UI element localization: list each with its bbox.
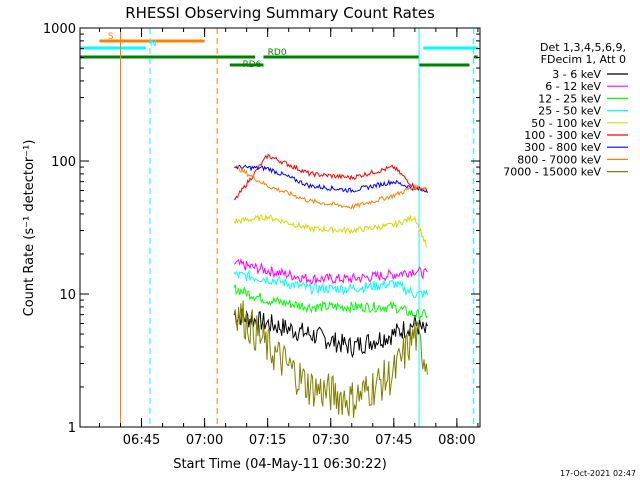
x-tick-label: 08:00 (438, 433, 475, 448)
legend-entry-label: 100 - 300 keV (524, 129, 601, 142)
series-line-7 (233, 165, 428, 210)
x-axis-label: Start Time (04-May-11 06:30:22) (173, 457, 387, 472)
x-tick-label: 06:45 (123, 433, 160, 448)
flag-label-rd6: RD6 (242, 60, 261, 70)
y-tick-label: 1 (68, 421, 76, 436)
series-line-4 (233, 213, 428, 248)
footer-timestamp: 17-Oct-2021 02:47 (560, 469, 636, 478)
flag-label-rd0: RD0 (268, 48, 287, 58)
x-tick-label: 07:30 (312, 433, 349, 448)
y-axis-label: Count Rate (s⁻¹ detector⁻¹) (22, 140, 37, 317)
series-line-3 (233, 269, 428, 299)
legend-entry-label: 25 - 50 keV (538, 105, 601, 118)
y-tick-label: 10 (59, 288, 76, 303)
legend-entry-label: 7000 - 15000 keV (503, 166, 601, 179)
legend-entry-label: 800 - 7000 keV (517, 153, 601, 166)
legend-entry-label: 6 - 12 keV (545, 80, 601, 93)
series-line-6 (233, 164, 428, 194)
series-line-1 (233, 257, 428, 285)
flag-label-n: N (150, 39, 157, 49)
legend-entry-label: 12 - 25 keV (538, 92, 601, 105)
vertical-marker-layer (80, 28, 475, 427)
legend-entry-label: 3 - 6 keV (552, 68, 601, 81)
x-tick-label: 07:45 (375, 433, 412, 448)
legend-header-line: Det 1,3,4,5,6,9, (540, 41, 626, 54)
plot-frame (79, 27, 481, 428)
y-axis-ticks: 1 10 100 1000 (43, 22, 480, 436)
legend-header-line: FDecim 1, Att 0 (541, 53, 626, 66)
chart-title: RHESSI Observing Summary Count Rates (125, 4, 435, 22)
series-layer (233, 153, 428, 418)
legend: Det 1,3,4,5,6,9,FDecim 1, Att 0 3 - 6 keV… (503, 41, 628, 179)
x-tick-label: 07:15 (249, 433, 286, 448)
x-tick-label: 07:00 (186, 433, 223, 448)
y-tick-label: 1000 (43, 22, 76, 37)
series-line-2 (233, 284, 428, 320)
legend-entry-label: 50 - 100 keV (531, 117, 601, 130)
series-line-8 (233, 300, 428, 418)
y-tick-label: 100 (51, 155, 76, 170)
x-axis-ticks: 06:45 07:00 07:15 07:30 07:45 08:00 (98, 28, 479, 448)
flag-label-s: S (108, 32, 114, 42)
flag-layer: S N RD0 RD6 (80, 32, 478, 70)
series-line-5 (233, 153, 428, 200)
legend-entry-label: 300 - 800 keV (524, 141, 601, 154)
series-line-0 (233, 308, 428, 359)
